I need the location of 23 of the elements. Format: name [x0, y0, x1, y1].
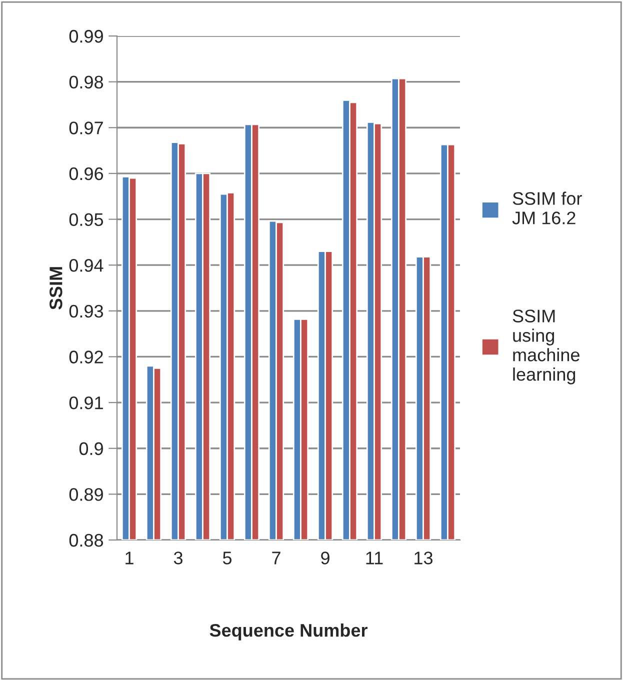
- y-tick-label: 0.94: [69, 259, 104, 272]
- legend-label: SSIM using machine learning: [512, 310, 580, 384]
- y-tick-label: 0.92: [69, 350, 103, 364]
- y-tick-label: 0.97: [69, 122, 103, 134]
- y-tick-label: 0.96: [69, 167, 104, 180]
- y-tick-label: 0.9: [79, 442, 103, 456]
- x-tick-label: 13: [414, 552, 432, 564]
- x-tick-label: 9: [321, 552, 330, 564]
- x-tick-label: 11: [366, 552, 383, 564]
- x-tick-label: 5: [222, 552, 232, 564]
- y-axis-title: SSIM: [50, 267, 62, 310]
- x-tick-label: 3: [174, 552, 182, 564]
- y-tick-label: 0.95: [69, 213, 104, 226]
- x-tick-label: 1: [126, 552, 134, 564]
- x-tick-label: 7: [272, 552, 280, 564]
- y-tick-label: 0.89: [69, 488, 103, 501]
- y-tick-label: 0.91: [69, 396, 103, 410]
- y-tick-label: 0.88: [69, 534, 104, 547]
- y-tick-label: 0.98: [69, 76, 104, 89]
- legend-label: SSIM for JM 16.2: [512, 192, 582, 224]
- y-tick-label: 0.93: [69, 304, 104, 318]
- x-axis-title: Sequence Number: [210, 624, 368, 640]
- y-tick-label: 0.99: [69, 30, 103, 43]
